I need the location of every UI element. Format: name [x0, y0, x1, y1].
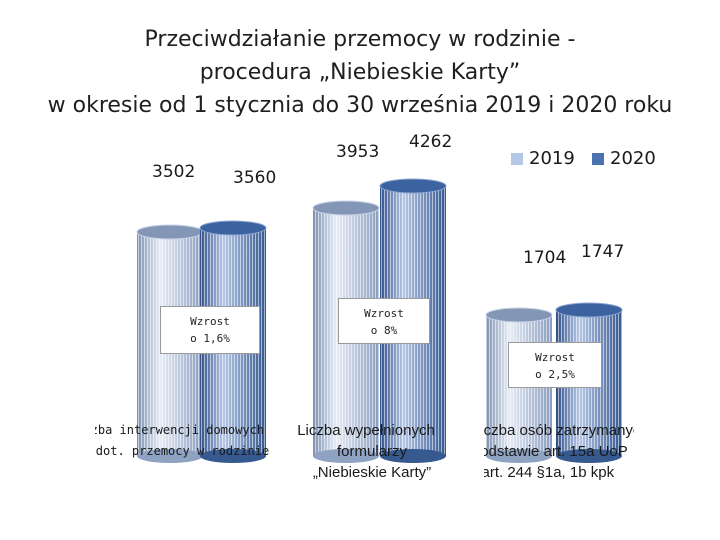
bar-base [556, 449, 622, 463]
bar-top-cap [485, 307, 553, 323]
legend-swatch-2020 [592, 152, 604, 165]
bar-base [200, 449, 266, 463]
category-label-line: dot. przemocy w rodzinie [95, 444, 270, 458]
legend-swatch-2019 [511, 152, 523, 165]
bar-top-cap [312, 200, 380, 216]
value-label-interwencje-2019: 3502 [152, 162, 196, 182]
growth-annotation-value: o 1,6% [190, 332, 230, 345]
bar-top-cap [199, 220, 267, 236]
bar-base [137, 449, 203, 463]
growth-annotation-title: Wzrost [190, 315, 230, 328]
category-label-line: i art. 244 §1a, 1b kpk [484, 464, 615, 481]
growth-annotation-title: Wzrost [364, 307, 404, 320]
growth-annotation-karty: Wzrost o 8% [338, 298, 430, 344]
legend-label-2020: 2020 [610, 148, 656, 169]
chart-title-line-3: w okresie od 1 stycznia do 30 września 2… [47, 93, 673, 118]
category-label-line: formularzy [336, 443, 407, 460]
growth-annotation-value: o 8% [370, 324, 398, 337]
value-label-zatrzymania-2019: 1704 [523, 248, 567, 268]
value-label-karty-2020: 4262 [409, 132, 453, 152]
category-label-line: Liczba osób zatrzymanych [484, 422, 634, 439]
legend-item-2019: 2019 [511, 148, 575, 169]
bar-top-cap [136, 224, 204, 240]
growth-annotation-interwencje: Wzrost o 1,6% [160, 306, 260, 354]
growth-annotation-value: o 2,5% [535, 368, 575, 381]
chart-title-line-2: procedura „Niebieskie Karty” [199, 60, 521, 85]
bar-top-cap [555, 302, 623, 318]
category-label-karty: Liczba wypełnionych formularzy „Niebiesk… [287, 420, 457, 486]
bar-base [486, 449, 552, 463]
category-label-line: Liczba wypełnionych [297, 422, 435, 439]
category-label-zatrzymania: Liczba osób zatrzymanych na podstawie ar… [484, 420, 634, 486]
legend-item-2020: 2020 [592, 148, 656, 169]
legend-label-2019: 2019 [529, 148, 575, 169]
category-label-interwencje: Liczba interwencji domowych dot. przemoc… [95, 420, 270, 466]
bar-top-cap [379, 178, 447, 194]
value-label-karty-2019: 3953 [336, 142, 380, 162]
value-label-zatrzymania-2020: 1747 [581, 242, 625, 262]
growth-annotation-title: Wzrost [535, 351, 575, 364]
category-label-line: Liczba interwencji domowych [95, 423, 265, 437]
chart-title-line-1: Przeciwdziałanie przemocy w rodzinie - [144, 27, 576, 52]
value-label-interwencje-2020: 3560 [233, 168, 277, 188]
category-label-line: na podstawie art. 15a UoP [484, 443, 628, 460]
growth-annotation-zatrzymania: Wzrost o 2,5% [508, 342, 602, 388]
bar-base [313, 449, 379, 463]
bar-base [380, 449, 446, 463]
category-label-line: „Niebieskie Karty” [312, 464, 432, 481]
